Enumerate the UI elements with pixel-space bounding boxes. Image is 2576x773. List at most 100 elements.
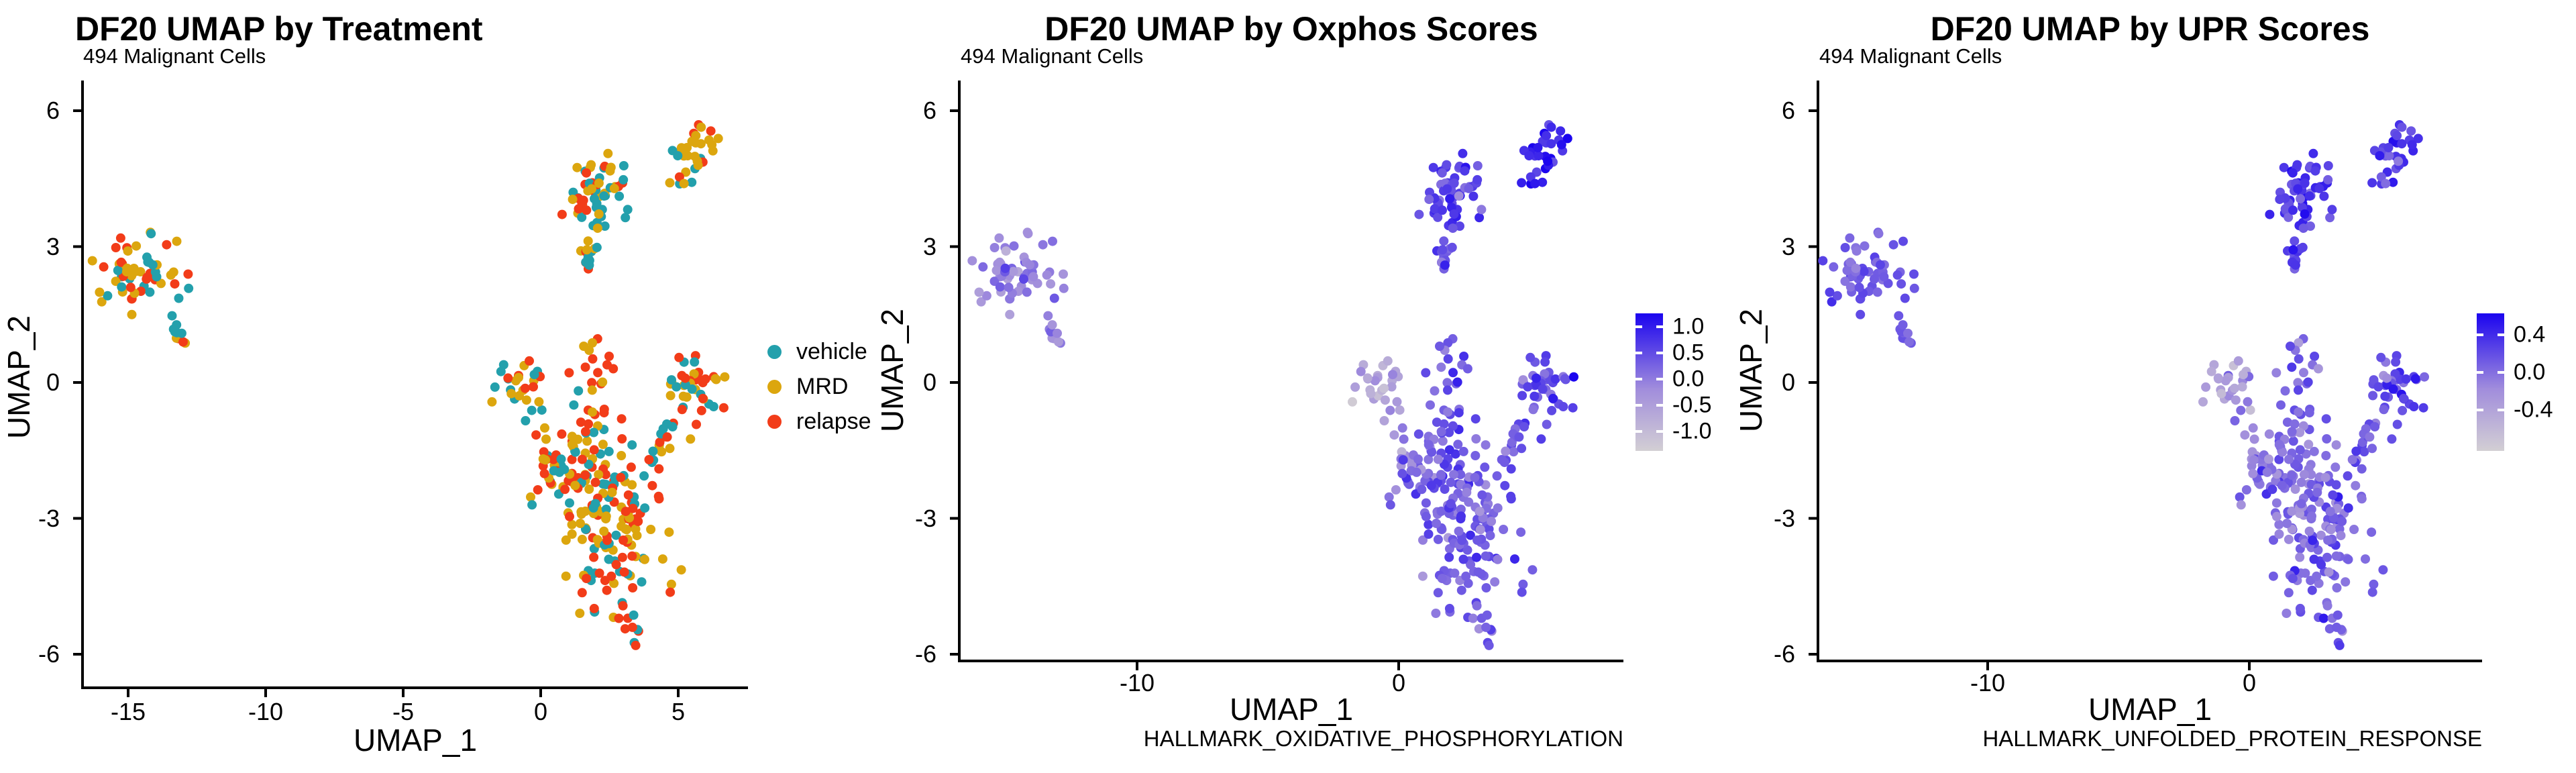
data-point bbox=[1454, 526, 1464, 536]
data-point bbox=[1872, 287, 1882, 297]
data-point bbox=[1397, 423, 1407, 433]
data-point bbox=[677, 405, 687, 415]
data-point bbox=[1501, 446, 1511, 456]
data-point bbox=[667, 375, 676, 385]
x-axis-label: UMAP_1 bbox=[1229, 692, 1354, 727]
data-point bbox=[1477, 205, 1487, 215]
data-point bbox=[606, 571, 616, 581]
data-point bbox=[2409, 402, 2419, 411]
data-point bbox=[2384, 151, 2394, 161]
data-point bbox=[1433, 534, 1443, 544]
data-point bbox=[2332, 610, 2343, 620]
data-point bbox=[2310, 352, 2320, 361]
data-point bbox=[1500, 480, 1510, 491]
data-point bbox=[1417, 571, 1428, 581]
data-point bbox=[1517, 178, 1527, 188]
data-point bbox=[178, 337, 188, 347]
score-colorbar bbox=[2477, 313, 2504, 451]
data-point bbox=[1440, 484, 1450, 494]
data-point bbox=[2265, 209, 2275, 219]
data-point bbox=[1542, 131, 1552, 141]
data-point bbox=[2382, 373, 2392, 383]
data-point bbox=[2304, 191, 2314, 201]
data-point bbox=[2351, 446, 2361, 456]
data-point bbox=[1433, 588, 1443, 598]
data-point bbox=[1492, 471, 1502, 481]
colorbar-tick-label: -0.5 bbox=[1672, 392, 1712, 418]
data-point bbox=[1385, 405, 1395, 415]
data-point bbox=[534, 397, 544, 407]
data-point bbox=[580, 427, 590, 437]
data-point bbox=[537, 405, 547, 415]
data-point bbox=[2274, 440, 2284, 450]
data-point bbox=[1481, 440, 1491, 450]
data-point bbox=[1399, 434, 1409, 444]
data-point bbox=[2287, 427, 2297, 437]
data-point bbox=[1898, 236, 1908, 246]
data-point bbox=[1569, 372, 1578, 382]
data-point bbox=[527, 405, 537, 415]
data-point bbox=[683, 151, 693, 161]
data-point bbox=[1032, 278, 1042, 289]
data-point bbox=[603, 148, 613, 158]
data-point bbox=[718, 403, 729, 413]
data-point bbox=[1550, 374, 1560, 384]
data-point bbox=[2316, 560, 2326, 570]
colorbar-tick-mark bbox=[2477, 370, 2483, 374]
umap-scatter-oxphos bbox=[950, 81, 1623, 670]
data-point bbox=[521, 395, 531, 405]
data-point bbox=[2300, 209, 2310, 219]
data-point bbox=[2300, 178, 2310, 188]
data-point bbox=[580, 506, 590, 516]
data-point bbox=[1859, 266, 1869, 276]
data-point bbox=[503, 373, 513, 383]
data-point bbox=[692, 419, 701, 429]
data-point bbox=[1509, 447, 1519, 457]
legend-dot-icon bbox=[767, 415, 782, 429]
data-point bbox=[1462, 487, 1472, 497]
data-point bbox=[2230, 416, 2240, 425]
data-point bbox=[111, 243, 121, 252]
data-point bbox=[1909, 269, 1919, 279]
data-point bbox=[1481, 551, 1491, 561]
data-point bbox=[614, 613, 624, 623]
data-point bbox=[2312, 571, 2322, 581]
data-point bbox=[614, 191, 625, 201]
data-point bbox=[1536, 434, 1546, 444]
data-point bbox=[525, 356, 534, 366]
data-point bbox=[2343, 554, 2353, 564]
data-point bbox=[577, 534, 587, 544]
data-point bbox=[1474, 213, 1485, 223]
data-point bbox=[2327, 205, 2337, 215]
data-point bbox=[1556, 140, 1566, 150]
data-point bbox=[531, 430, 541, 440]
data-point bbox=[598, 440, 608, 450]
data-point bbox=[1426, 400, 1435, 410]
data-point bbox=[2330, 462, 2341, 472]
panel-subtitle: 494 Malignant Cells bbox=[1819, 44, 2002, 68]
data-point bbox=[664, 527, 674, 537]
data-point bbox=[2306, 470, 2316, 480]
data-point bbox=[555, 467, 564, 477]
data-point bbox=[1530, 178, 1540, 189]
data-point bbox=[1466, 560, 1476, 570]
x-tick-label: -10 bbox=[248, 698, 284, 725]
data-point bbox=[2298, 223, 2308, 234]
data-point bbox=[2321, 451, 2331, 460]
y-tick-label: 6 bbox=[46, 97, 60, 124]
data-point bbox=[2347, 455, 2357, 464]
data-point bbox=[621, 213, 631, 223]
data-point bbox=[616, 472, 626, 482]
data-point bbox=[1398, 455, 1408, 465]
data-point bbox=[1556, 126, 1566, 136]
data-point bbox=[1514, 432, 1524, 442]
data-point bbox=[2397, 139, 2407, 149]
data-point bbox=[564, 368, 574, 378]
data-point bbox=[665, 587, 676, 597]
data-point bbox=[116, 257, 126, 267]
data-point bbox=[2367, 527, 2377, 537]
data-point bbox=[539, 447, 549, 457]
data-point bbox=[1465, 530, 1475, 540]
data-point bbox=[1456, 505, 1466, 514]
data-point bbox=[628, 583, 638, 592]
